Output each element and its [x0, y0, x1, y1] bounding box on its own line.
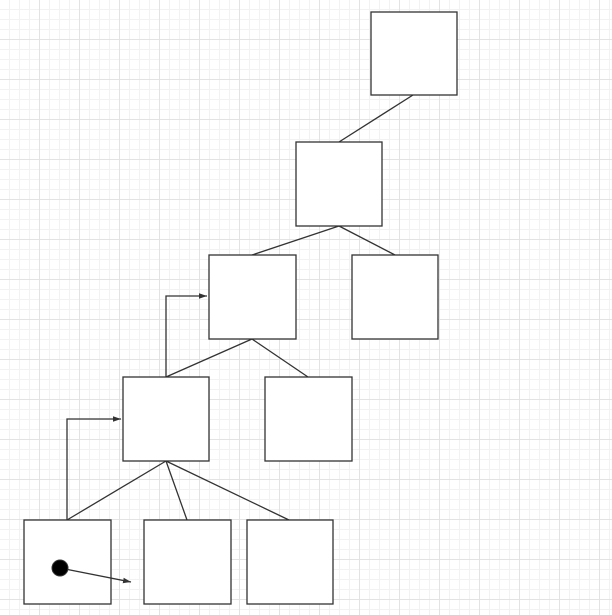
tree-node-level4-right[interactable] — [264, 376, 353, 462]
nodes-layer — [23, 11, 458, 605]
tree-node-level3-left[interactable] — [208, 254, 297, 340]
connector-arrow-n7-to-n5[interactable] — [66, 416, 121, 520]
edge-n1-n2[interactable] — [338, 94, 414, 143]
edges-layer — [66, 94, 414, 521]
pointer-arrow[interactable] — [59, 567, 132, 584]
edge-n5-n9[interactable] — [165, 460, 290, 521]
tree-node-leaf-1[interactable] — [23, 519, 112, 605]
edge-n3-n6[interactable] — [251, 338, 309, 378]
edge-n3-n5[interactable] — [165, 338, 253, 378]
connector-arrow-n5-to-n3[interactable] — [165, 293, 207, 377]
tree-node-level3-right[interactable] — [351, 254, 439, 340]
tree-node-level4-left[interactable] — [122, 376, 210, 462]
pointer-dot[interactable] — [51, 559, 69, 577]
edge-n2-n4[interactable] — [338, 225, 396, 256]
edge-n5-n7[interactable] — [66, 460, 167, 521]
edge-n5-n8[interactable] — [165, 460, 188, 521]
tree-node-root[interactable] — [370, 11, 458, 96]
tree-node-leaf-3[interactable] — [246, 519, 334, 605]
edge-n2-n3[interactable] — [251, 225, 340, 256]
pointer-marker — [51, 559, 132, 584]
tree-node-leaf-2[interactable] — [143, 519, 232, 605]
tree-node-level2[interactable] — [295, 141, 383, 227]
